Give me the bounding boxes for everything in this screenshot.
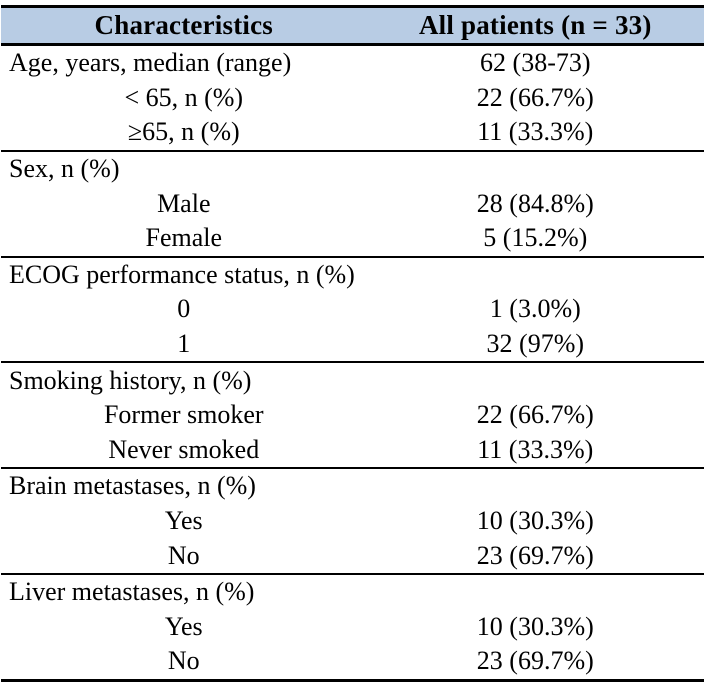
- table-row: Yes 10 (30.3%): [1, 504, 704, 539]
- table-row: Sex, n (%): [1, 151, 704, 187]
- table-section-brain-metastases: Brain metastases, n (%) Yes 10 (30.3%) No 23…: [1, 468, 704, 574]
- row-label: No: [167, 540, 200, 570]
- table-header: Characteristics All patients (n = 33): [1, 6, 704, 46]
- row-label: 0: [177, 294, 191, 324]
- document-page: Characteristics All patients (n = 33) Ag…: [1, 5, 704, 682]
- row-value: 22 (66.7%): [476, 400, 594, 430]
- row-label: ≥65, n (%): [127, 117, 240, 147]
- table-row: ≥65, n (%) 11 (33.3%): [1, 115, 704, 151]
- row-label: Male: [157, 188, 211, 218]
- table-row: Liver metastases, n (%): [1, 574, 704, 610]
- row-value: 23 (69.7%): [476, 540, 594, 570]
- row-value: 28 (84.8%): [476, 188, 594, 218]
- table-row: Yes 10 (30.3%): [1, 610, 704, 645]
- table-section-sex: Sex, n (%) Male 28 (84.8%) Female 5 (15.2%): [1, 150, 704, 257]
- row-label: Brain metastases, n (%): [9, 471, 256, 501]
- row-label: Yes: [164, 611, 203, 641]
- row-value: 10 (30.3%): [476, 611, 594, 641]
- row-label: < 65, n (%): [124, 82, 244, 112]
- row-label: No: [167, 646, 200, 676]
- row-value: 23 (69.7%): [476, 646, 594, 676]
- table-row: Male 28 (84.8%): [1, 186, 704, 221]
- row-value: 22 (66.7%): [476, 82, 594, 112]
- header-cell-characteristics: Characteristics: [1, 6, 367, 46]
- table-row: No 23 (69.7%): [1, 644, 704, 680]
- row-value: 32 (97%): [486, 329, 585, 359]
- row-label: 1: [177, 329, 191, 359]
- row-label: ECOG performance status, n (%): [9, 259, 355, 289]
- row-label: Female: [145, 223, 223, 253]
- row-label: Smoking history, n (%): [9, 365, 252, 395]
- row-value: 11 (33.3%): [477, 434, 594, 464]
- table-row: Former smoker 22 (66.7%): [1, 398, 704, 433]
- table-row: Brain metastases, n (%): [1, 468, 704, 504]
- table-section-ecog: ECOG performance status, n (%) 0 1 (3.0%) 1…: [1, 256, 704, 363]
- row-label: Never smoked: [108, 434, 260, 464]
- row-value: [367, 257, 704, 293]
- row-value: [367, 468, 704, 504]
- table-row: Never smoked 11 (33.3%): [1, 433, 704, 469]
- row-label: Age, years, median (range): [9, 48, 292, 78]
- table-row: Smoking history, n (%): [1, 362, 704, 398]
- row-label: Sex, n (%): [9, 154, 120, 184]
- table-row: 1 32 (97%): [1, 327, 704, 363]
- table-row: Female 5 (15.2%): [1, 221, 704, 257]
- table-row: 0 1 (3.0%): [1, 292, 704, 327]
- header-row: Characteristics All patients (n = 33): [1, 6, 704, 46]
- table-section-smoking: Smoking history, n (%) Former smoker 22 (6…: [1, 362, 704, 468]
- header-cell-all-patients: All patients (n = 33): [366, 6, 704, 46]
- row-value: 1 (3.0%): [489, 294, 581, 324]
- table-row: Age, years, median (range) 62 (38-73): [1, 45, 704, 81]
- table-row: < 65, n (%) 22 (66.7%): [1, 81, 704, 116]
- row-value: [367, 574, 704, 610]
- table-section-age: Age, years, median (range) 62 (38-73) < 65…: [1, 44, 704, 151]
- row-value: 11 (33.3%): [477, 117, 594, 147]
- table-section-liver-metastases: Liver metastases, n (%) Yes 10 (30.3%) No 23…: [1, 573, 704, 680]
- row-value: [367, 151, 704, 187]
- row-value: [367, 362, 704, 398]
- row-label: Former smoker: [103, 400, 264, 430]
- patient-characteristics-table: Characteristics All patients (n = 33) Ag…: [1, 5, 704, 682]
- row-label: Liver metastases, n (%): [9, 577, 255, 607]
- row-value: 62 (38-73): [480, 48, 591, 78]
- row-value: 5 (15.2%): [483, 223, 588, 253]
- row-value: 10 (30.3%): [476, 506, 594, 536]
- table-row: No 23 (69.7%): [1, 538, 704, 574]
- table-row: ECOG performance status, n (%): [1, 257, 704, 293]
- row-label: Yes: [164, 506, 203, 536]
